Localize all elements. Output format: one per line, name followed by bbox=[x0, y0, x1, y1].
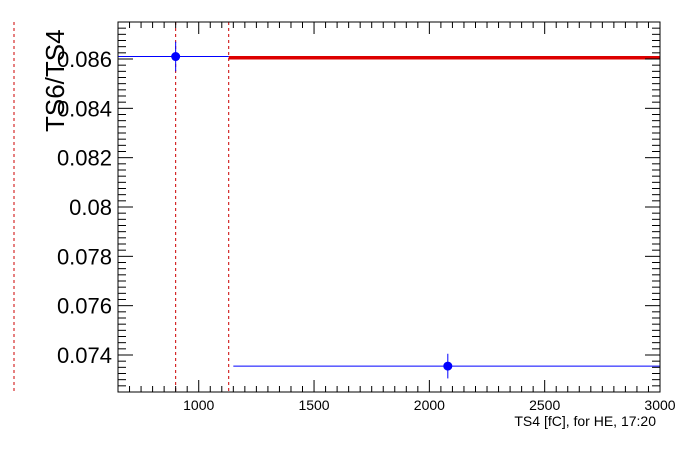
y-axis-ticks: 0.074 0.076 0.078 0.08 0.082 0.084 0.086 bbox=[57, 21, 660, 393]
x-tick-label: 2500 bbox=[529, 397, 560, 413]
y-tick-label: 0.08 bbox=[69, 195, 112, 220]
x-tick-label: 1500 bbox=[298, 397, 329, 413]
data-point-2 bbox=[443, 361, 453, 371]
y-tick-label: 0.082 bbox=[57, 146, 112, 171]
y-tick-label: 0.086 bbox=[57, 47, 112, 72]
x-tick-label: 3000 bbox=[644, 397, 675, 413]
x-tick-label: 1000 bbox=[183, 397, 214, 413]
data-point-1 bbox=[171, 52, 181, 62]
x-tick-label: 2000 bbox=[414, 397, 445, 413]
y-tick-label: 0.074 bbox=[57, 343, 112, 368]
y-axis-title: TS6/TS4 bbox=[40, 29, 70, 132]
y-tick-label: 0.076 bbox=[57, 294, 112, 319]
plot-frame bbox=[117, 21, 661, 393]
x-axis-ticks: 1000 1500 2000 2500 3000 bbox=[129, 22, 676, 413]
y-tick-label: 0.078 bbox=[57, 244, 112, 269]
y-tick-label: 0.084 bbox=[57, 96, 112, 121]
x-axis-title: TS4 [fC], for HE, 17:20 bbox=[514, 413, 656, 429]
